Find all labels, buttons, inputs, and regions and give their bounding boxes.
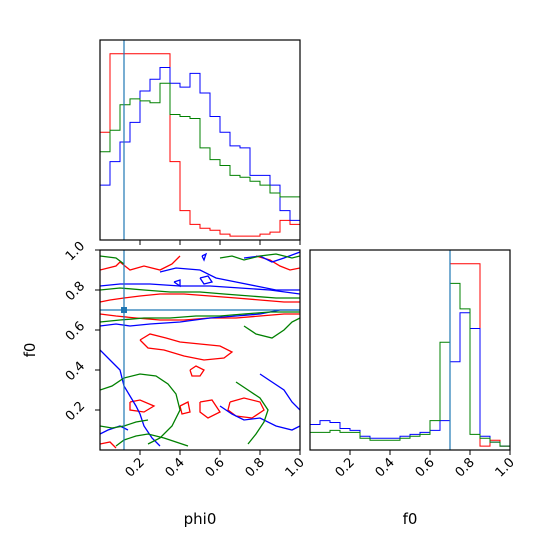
contour-series-1-path-5 <box>201 252 208 262</box>
hist_phi0-series-0 <box>99 53 301 240</box>
contour-series-2-path-0 <box>100 287 300 299</box>
contour-series-2-path-1 <box>100 311 300 323</box>
contour-series-0-path-7 <box>227 397 265 419</box>
contour-series-1-path-2 <box>159 267 300 291</box>
contour-series-1-path-0 <box>100 283 300 295</box>
y-axis-label-f0: f0 <box>21 343 39 358</box>
contour-series-0-path-0 <box>100 293 300 303</box>
hist_phi0-series-1 <box>99 67 301 240</box>
contour-phi0-f0-axes: 0.2 0.4 0.6 0.8 1.0 0.20.40.60.81.0 phi0 f0 <box>21 239 308 528</box>
contour-series-0-path-2 <box>139 333 234 361</box>
contour-series-0-path-4 <box>129 399 156 413</box>
contour-series-0-path-6 <box>199 399 221 419</box>
contour-series-1-path-8 <box>259 373 300 411</box>
hist_f0-series-2 <box>309 282 511 450</box>
contour-series-1-path-3 <box>199 275 214 285</box>
hist-phi0-frame <box>99 39 301 241</box>
contour-series-0-path-10 <box>100 441 117 449</box>
contour-truth-point <box>121 307 127 313</box>
contour-frame <box>99 249 301 451</box>
contour-series-2-path-6 <box>235 381 269 445</box>
contour-series-2-path-8 <box>100 255 125 265</box>
contour-series-2-path-7 <box>219 253 300 261</box>
contour-series-2-path-3 <box>100 373 181 445</box>
contour-series-2-path-2 <box>243 317 300 339</box>
contour-series <box>100 250 300 450</box>
hist-phi0-axes <box>99 39 301 245</box>
contour-series-1-path-6 <box>100 349 161 447</box>
x-axis-label-f0: f0 <box>403 510 418 528</box>
contour-series-0-path-8 <box>100 255 181 271</box>
hist-phi0-series <box>99 40 301 240</box>
hist_f0-series-1 <box>309 312 511 450</box>
contour-series-0-path-3 <box>189 365 205 377</box>
hist_phi0-series-2 <box>99 82 301 240</box>
hist-phi0-x-ticks <box>139 240 301 245</box>
x-axis-label-phi0: phi0 <box>184 510 217 528</box>
contour-series-1-path-7 <box>219 405 300 431</box>
contour-series-0-path-5 <box>179 401 191 415</box>
contour-series-0-path-1 <box>100 313 300 321</box>
hist-f0-frame <box>309 249 511 451</box>
contour-series-1-path-4 <box>173 279 181 288</box>
